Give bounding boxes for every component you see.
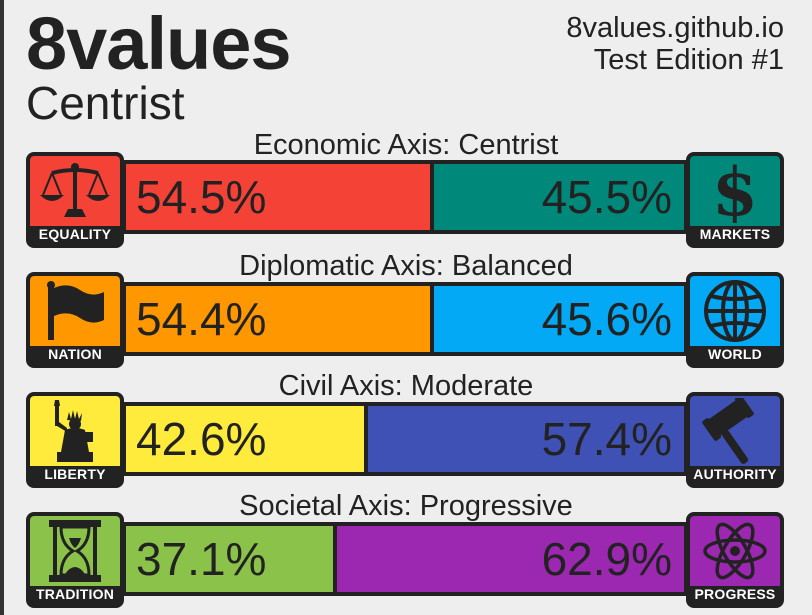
world-segment: 45.6% — [429, 286, 684, 352]
nation-segment: 54.4% — [126, 286, 430, 352]
markets-percent: 45.5% — [541, 171, 672, 223]
authority-icon-bg — [690, 396, 780, 466]
liberty-icon-bg — [30, 396, 120, 466]
civil-bar: 42.6% 57.4% — [122, 402, 688, 476]
progress-icon-box: PROGRESS — [686, 512, 784, 608]
civil-axis-label: Civil Axis: Moderate — [278, 370, 534, 402]
tradition-icon-box: TRADITION — [26, 512, 124, 608]
atom-icon — [703, 522, 767, 580]
societal-axis-label: Societal Axis: Progressive — [239, 490, 573, 522]
equality-percent: 54.5% — [136, 171, 267, 223]
gavel-icon — [702, 398, 754, 464]
dollar-icon: $ — [712, 159, 758, 223]
liberty-percent: 42.6% — [136, 413, 267, 465]
site-url: 8values.github.io — [566, 12, 784, 44]
hourglass-icon — [49, 520, 101, 582]
nation-label: NATION — [48, 346, 102, 362]
flag-icon — [47, 281, 104, 340]
nation-percent: 54.4% — [136, 293, 267, 345]
economic-bar: 54.5% 45.5% — [122, 160, 688, 234]
svg-text:$: $ — [712, 159, 758, 223]
statue-of-liberty-icon — [54, 400, 93, 462]
tradition-segment: 37.1% — [126, 526, 334, 592]
scales-icon — [40, 163, 110, 217]
world-icon-box: WORLD — [686, 272, 784, 368]
site-info: 8values.github.io Test Edition #1 — [566, 12, 784, 76]
markets-icon-box: $ MARKETS — [686, 152, 784, 248]
diplomatic-axis-label: Diplomatic Axis: Balanced — [239, 250, 573, 282]
progress-icon-bg — [690, 516, 780, 586]
tradition-percent: 37.1% — [136, 533, 267, 585]
edition-label: Test Edition #1 — [593, 44, 784, 76]
tradition-icon-bg — [30, 516, 120, 586]
progress-percent: 62.9% — [541, 533, 672, 585]
equality-segment: 54.5% — [126, 164, 431, 230]
equality-label: EQUALITY — [38, 226, 112, 242]
diplomatic-bar: 54.4% 45.6% — [122, 282, 688, 356]
equality-icon-box: EQUALITY — [26, 152, 124, 248]
ideology-result: Centrist — [26, 77, 185, 129]
progress-label: PROGRESS — [694, 586, 776, 602]
authority-segment: 57.4% — [363, 406, 684, 472]
markets-segment: 45.5% — [430, 164, 684, 230]
world-label: WORLD — [708, 346, 762, 362]
liberty-label: LIBERTY — [44, 466, 106, 482]
world-icon-bg — [690, 276, 780, 346]
liberty-segment: 42.6% — [126, 406, 364, 472]
societal-bar: 37.1% 62.9% — [122, 522, 688, 596]
progress-segment: 62.9% — [333, 526, 684, 592]
tradition-label: TRADITION — [35, 586, 114, 602]
globe-icon — [704, 280, 766, 342]
authority-icon-box: AUTHORITY — [686, 392, 784, 488]
nation-icon-box: NATION — [26, 272, 124, 368]
equality-icon-bg — [30, 156, 120, 226]
page-title: 8values — [26, 2, 292, 85]
world-percent: 45.6% — [541, 293, 672, 345]
liberty-icon-box: LIBERTY — [26, 392, 124, 488]
economic-axis-label: Economic Axis: Centrist — [253, 129, 559, 161]
authority-percent: 57.4% — [541, 413, 672, 465]
markets-label: MARKETS — [699, 226, 771, 242]
nation-icon-bg — [30, 276, 120, 346]
markets-icon-bg: $ — [690, 156, 780, 226]
authority-label: AUTHORITY — [693, 466, 777, 482]
